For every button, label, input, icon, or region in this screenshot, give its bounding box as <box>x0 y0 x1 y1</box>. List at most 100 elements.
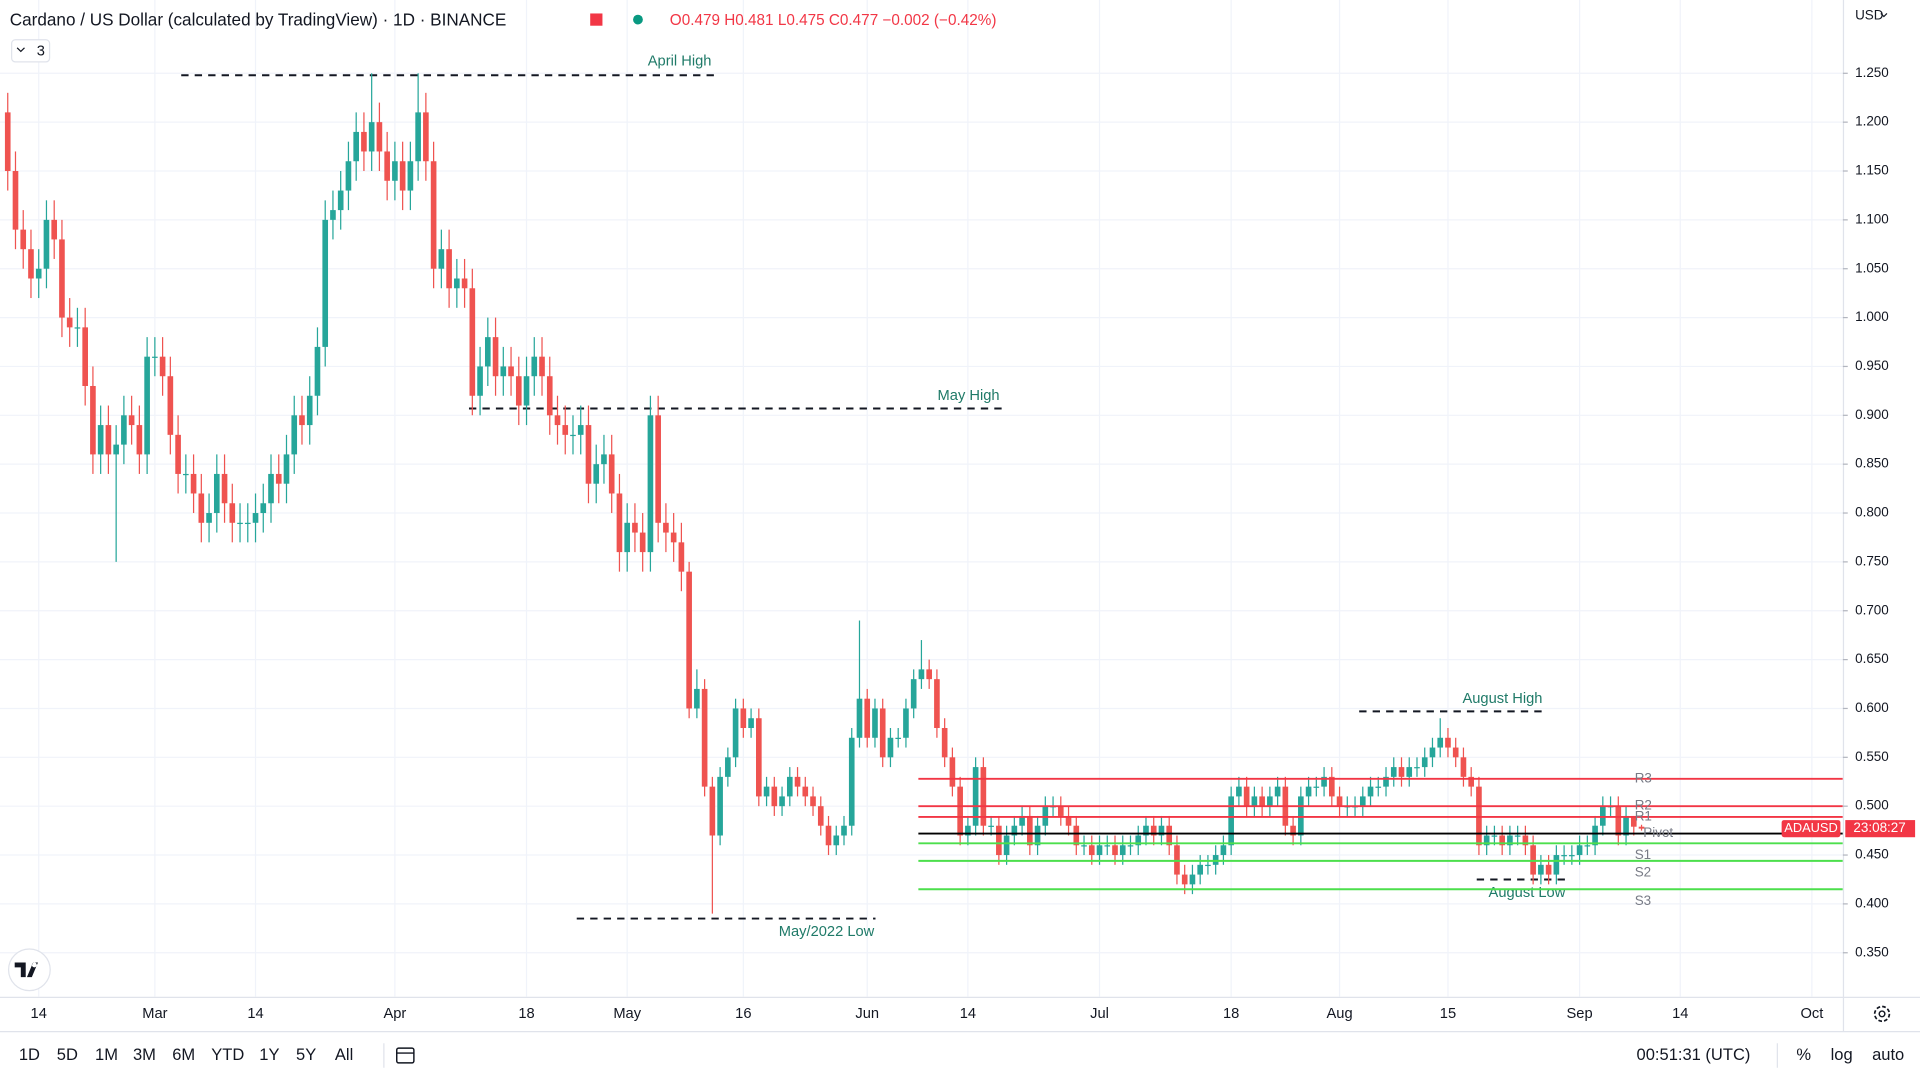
candle-body <box>1437 737 1444 748</box>
candle-body <box>1019 815 1025 826</box>
candle-body <box>632 522 638 533</box>
candle-body <box>1545 864 1552 875</box>
candle-body <box>926 669 932 680</box>
candle-body <box>1336 796 1343 807</box>
candle-body <box>903 708 909 738</box>
candle-body <box>244 522 251 525</box>
range-button[interactable]: 5D <box>57 1045 78 1064</box>
candle-body <box>1243 786 1250 807</box>
clock[interactable]: 00:51:31 (UTC) <box>1637 1045 1751 1064</box>
scale-option[interactable]: auto <box>1872 1045 1904 1064</box>
chevron-icon <box>16 47 25 53</box>
level-label: August Low <box>1489 885 1566 901</box>
candle-body <box>361 131 367 152</box>
candle-body <box>1452 747 1459 758</box>
candle-body <box>523 376 530 406</box>
candle-body <box>1630 815 1637 827</box>
range-button[interactable]: 3M <box>133 1045 156 1064</box>
candle-body <box>407 161 414 191</box>
range-button[interactable]: YTD <box>211 1045 244 1064</box>
candle-body <box>1158 825 1165 836</box>
candle-body <box>539 356 545 377</box>
candle-body <box>74 327 81 329</box>
pivot-label: S1 <box>1635 847 1651 862</box>
candle-body <box>90 385 96 455</box>
x-tick-label: May <box>613 1006 641 1022</box>
candle-body <box>198 493 205 523</box>
x-tick-label: 15 <box>1440 1006 1456 1022</box>
range-button[interactable]: 6M <box>172 1045 195 1064</box>
toolbar: 1D 5D 1M 3M 6M YTD 1Y 5Y All% log auto <box>19 1045 1904 1064</box>
candle-body <box>740 708 747 729</box>
candle-body <box>546 376 553 416</box>
range-button[interactable]: All <box>335 1045 353 1064</box>
candle-body <box>97 425 104 455</box>
range-button[interactable]: 5Y <box>296 1045 316 1064</box>
candle-body <box>1181 874 1188 885</box>
y-tick-label: 0.950 <box>1855 358 1889 373</box>
candle-body <box>779 796 785 807</box>
candle-body <box>1150 825 1157 836</box>
candle-body <box>28 249 34 279</box>
candle-body <box>206 513 212 523</box>
candle-body <box>82 327 88 386</box>
candle-body <box>910 679 917 709</box>
candle-body <box>934 679 940 729</box>
chevron-icon <box>1880 13 1888 18</box>
candle-body <box>941 728 948 758</box>
candle-body <box>980 767 987 826</box>
candle-body <box>1499 835 1505 846</box>
candle-body <box>368 122 375 152</box>
candle-body <box>709 786 716 836</box>
candle-body <box>291 415 298 455</box>
candle-body <box>268 473 274 504</box>
scale-option[interactable]: % <box>1796 1045 1811 1064</box>
candle-body <box>1615 806 1622 836</box>
candle-body <box>1638 826 1645 829</box>
x-tick-label: Jul <box>1090 1006 1109 1022</box>
pivot-label: R1 <box>1635 808 1652 823</box>
currency-label[interactable]: USD <box>1855 7 1884 22</box>
candle-body <box>1592 825 1598 846</box>
range-button[interactable]: 1M <box>95 1045 118 1064</box>
candle-body <box>1383 776 1389 787</box>
flag-icon[interactable] <box>590 13 603 26</box>
candle-body <box>1576 845 1583 856</box>
candle-body <box>1027 815 1033 846</box>
settings-icon[interactable] <box>1873 1005 1891 1023</box>
range-button[interactable]: 1D <box>19 1045 40 1064</box>
candle-body <box>717 776 723 836</box>
candle-body <box>1236 786 1242 797</box>
range-button[interactable]: 1Y <box>259 1045 279 1064</box>
candle-body <box>1003 835 1010 856</box>
candle-body <box>895 737 902 740</box>
candle-body <box>988 825 994 827</box>
candle-body <box>1390 767 1397 777</box>
candle-body <box>794 776 801 787</box>
candle-body <box>1011 825 1018 836</box>
candle-body <box>1267 796 1273 807</box>
scale-option[interactable]: log <box>1831 1045 1853 1064</box>
candle-body <box>957 786 963 836</box>
ohlc-value: 0.481 <box>735 12 773 29</box>
candle-body <box>965 825 971 836</box>
symbol-label: ADAUSD <box>1784 820 1838 835</box>
candle-body <box>655 415 661 523</box>
candle-body <box>260 503 267 514</box>
y-tick-label: 0.600 <box>1855 700 1889 715</box>
candle-body <box>438 249 445 269</box>
candle-body <box>686 571 692 709</box>
candle-body <box>508 366 514 377</box>
pivot-label: S3 <box>1635 893 1651 908</box>
candle-body <box>175 434 181 474</box>
candle-body <box>20 229 27 250</box>
ohlc-label: C <box>829 12 840 29</box>
chart-title: Cardano / US Dollar (calculated by Tradi… <box>10 9 507 29</box>
indicator-toggle[interactable] <box>11 39 51 63</box>
candle-body <box>639 532 646 553</box>
ohlc-change: −0.002 (−0.42%) <box>882 12 996 29</box>
calendar-icon[interactable] <box>383 1043 415 1068</box>
candle-body <box>1414 767 1420 769</box>
candle-body <box>275 473 282 484</box>
